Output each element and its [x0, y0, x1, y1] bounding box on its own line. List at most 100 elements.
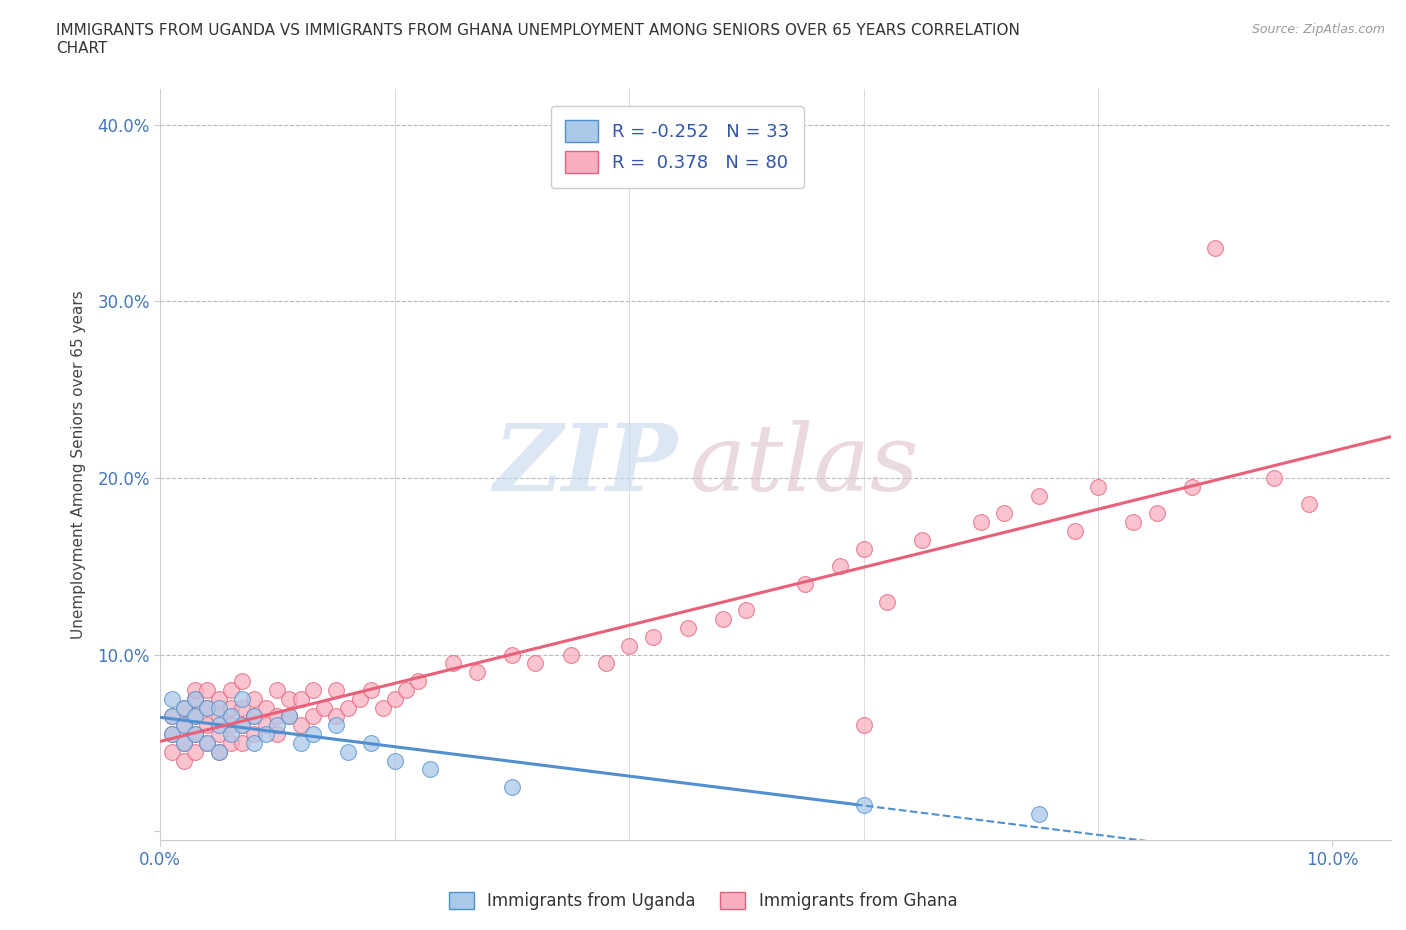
Point [219, 700, 242, 715]
Point [1204, 241, 1226, 256]
Point [993, 506, 1015, 521]
Point [243, 691, 266, 706]
Point [173, 753, 195, 768]
Point [676, 620, 699, 635]
Point [641, 630, 664, 644]
Point [1181, 479, 1204, 494]
Point [173, 700, 195, 715]
Point [173, 736, 195, 751]
Text: Source: ZipAtlas.com: Source: ZipAtlas.com [1251, 23, 1385, 36]
Point [231, 691, 253, 706]
Point [219, 709, 242, 724]
Point [301, 683, 323, 698]
Point [184, 691, 207, 706]
Legend: R = -0.252   N = 33, R =  0.378   N = 80: R = -0.252 N = 33, R = 0.378 N = 80 [551, 106, 804, 188]
Point [243, 709, 266, 724]
Point [243, 736, 266, 751]
Point [266, 683, 288, 698]
Point [384, 753, 406, 768]
Point [560, 647, 582, 662]
Point [325, 683, 347, 698]
Point [360, 736, 382, 751]
Point [349, 691, 371, 706]
Point [184, 744, 207, 759]
Point [876, 594, 898, 609]
Point [325, 709, 347, 724]
Point [852, 718, 875, 733]
Text: IMMIGRANTS FROM UGANDA VS IMMIGRANTS FROM GHANA UNEMPLOYMENT AMONG SENIORS OVER : IMMIGRANTS FROM UGANDA VS IMMIGRANTS FRO… [56, 23, 1021, 56]
Point [501, 779, 523, 794]
Point [830, 559, 852, 574]
Point [219, 736, 242, 751]
Point [266, 718, 288, 733]
Point [406, 673, 429, 688]
Point [173, 718, 195, 733]
Point [219, 718, 242, 733]
Point [254, 718, 277, 733]
Point [1028, 806, 1050, 821]
Point [254, 726, 277, 741]
Point [173, 700, 195, 715]
Point [501, 647, 523, 662]
Point [160, 726, 183, 741]
Point [160, 744, 183, 759]
Point [301, 726, 323, 741]
Point [208, 718, 231, 733]
Point [1087, 479, 1109, 494]
Point [735, 603, 758, 618]
Point [195, 700, 218, 715]
Point [384, 691, 406, 706]
Point [1146, 506, 1168, 521]
Point [160, 726, 183, 741]
Point [184, 726, 207, 741]
Point [617, 638, 640, 653]
Point [266, 709, 288, 724]
Point [184, 691, 207, 706]
Point [219, 726, 242, 741]
Point [325, 718, 347, 733]
Point [208, 744, 231, 759]
Point [336, 700, 359, 715]
Point [278, 709, 301, 724]
Point [1122, 514, 1144, 529]
Point [852, 541, 875, 556]
Point [160, 709, 183, 724]
Point [254, 700, 277, 715]
Point [243, 709, 266, 724]
Point [1263, 471, 1285, 485]
Point [195, 700, 218, 715]
Point [711, 612, 734, 627]
Point [419, 762, 441, 777]
Point [231, 718, 253, 733]
Point [231, 736, 253, 751]
Point [290, 691, 312, 706]
Point [231, 700, 253, 715]
Point [441, 656, 464, 671]
Point [195, 718, 218, 733]
Point [208, 709, 231, 724]
Point [371, 700, 394, 715]
Point [243, 726, 266, 741]
Point [208, 744, 231, 759]
Point [1028, 488, 1050, 503]
Point [184, 709, 207, 724]
Point [1063, 524, 1085, 538]
Point [173, 736, 195, 751]
Y-axis label: Unemployment Among Seniors over 65 years: Unemployment Among Seniors over 65 years [72, 290, 86, 639]
Text: ZIP: ZIP [494, 419, 678, 510]
Point [195, 736, 218, 751]
Point [301, 709, 323, 724]
Point [231, 673, 253, 688]
Point [208, 691, 231, 706]
Point [852, 797, 875, 812]
Point [208, 700, 231, 715]
Point [314, 700, 336, 715]
Point [160, 691, 183, 706]
Text: atlas: atlas [689, 419, 920, 510]
Point [336, 744, 359, 759]
Point [160, 709, 183, 724]
Legend: Immigrants from Uganda, Immigrants from Ghana: Immigrants from Uganda, Immigrants from … [441, 885, 965, 917]
Point [524, 656, 547, 671]
Point [173, 718, 195, 733]
Point [465, 665, 488, 680]
